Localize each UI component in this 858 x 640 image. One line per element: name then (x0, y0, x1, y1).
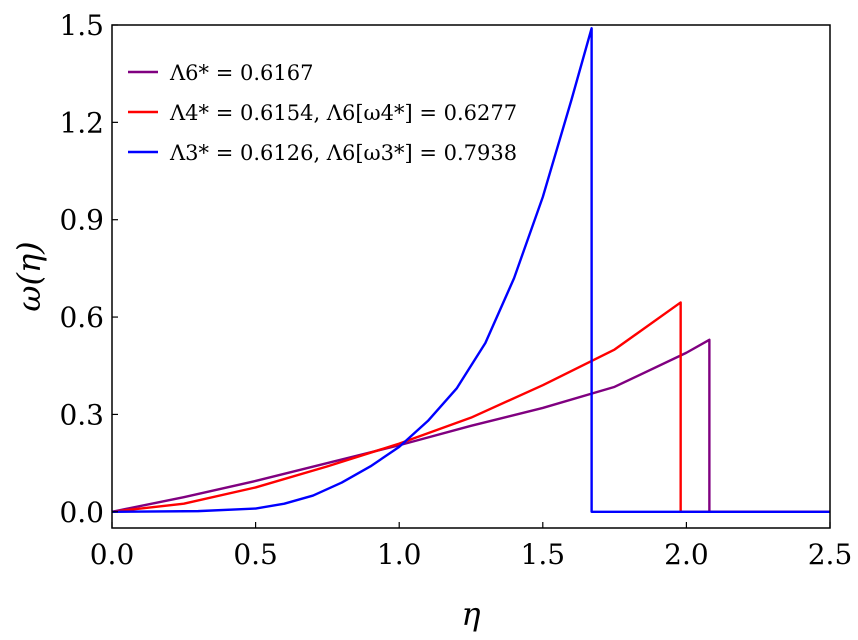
y-tick-label: 0.3 (59, 398, 104, 431)
x-axis-label: η (461, 595, 480, 633)
plot-frame (111, 24, 831, 529)
legend-label-1: Λ6* = 0.6167 (169, 61, 313, 85)
y-tick-label: 0.6 (59, 301, 104, 334)
legend: Λ6* = 0.6167 Λ4* = 0.6154, Λ6[ω4*] = 0.62… (128, 61, 517, 165)
series-line-3 (111, 27, 830, 513)
series-line-1 (111, 338, 830, 513)
series-line-2 (111, 301, 830, 513)
y-tick-label: 1.2 (59, 106, 104, 139)
x-tick-label: 2.0 (664, 538, 709, 571)
x-tick-label: 0.5 (233, 538, 278, 571)
ticks-layer: 0.0 0.5 1.0 1.5 2.0 2.5 0.0 0.3 0.6 0.9 1.2 1.5 (59, 9, 852, 571)
legend-label-3: Λ3* = 0.6126, Λ6[ω3*] = 0.7938 (169, 141, 517, 165)
y-axis-label: ω(η) (10, 241, 48, 311)
y-tick-label: 0.0 (59, 496, 104, 529)
y-tick-label: 0.9 (59, 204, 104, 237)
y-tick-label: 1.5 (59, 9, 104, 42)
x-tick-label: 0.0 (90, 538, 135, 571)
legend-label-2: Λ4* = 0.6154, Λ6[ω4*] = 0.6277 (169, 101, 517, 125)
x-tick-label: 1.5 (521, 538, 566, 571)
x-tick-label: 2.5 (808, 538, 853, 571)
x-tick-label: 1.0 (377, 538, 422, 571)
series-layer (111, 27, 830, 513)
